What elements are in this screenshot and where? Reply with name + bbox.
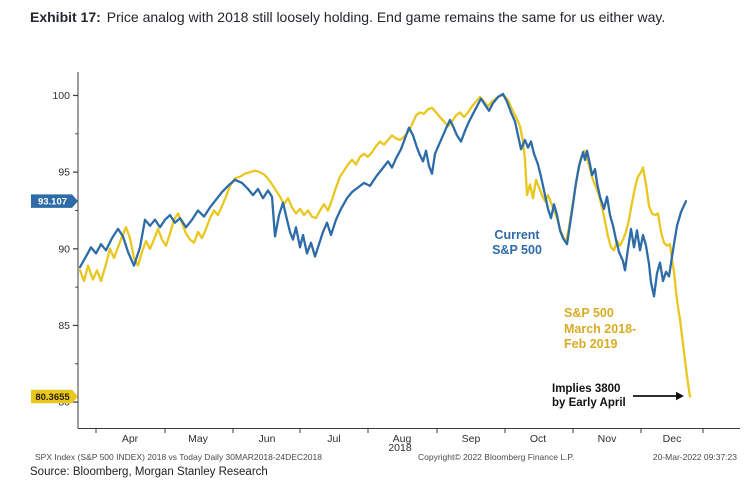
series-line-sp500-2018-analog	[78, 94, 692, 398]
bloomberg-footer: SPX Index (S&P 500 INDEX) 2018 vs Today …	[0, 452, 745, 464]
x-month-label: Jun	[259, 433, 276, 445]
exhibit-title-text: Price analog with 2018 still loosely hol…	[106, 9, 666, 25]
series-line-current-sp500	[78, 92, 688, 298]
source-line: Source: Bloomberg, Morgan Stanley Resear…	[30, 466, 268, 478]
annotation-implies-3800-label: Implies 3800 by Early April	[552, 383, 626, 409]
footer-copyright-text: Copyright© 2022 Bloomberg Finance L.P.	[418, 452, 575, 462]
exhibit-number-label: Exhibit 17:	[30, 9, 101, 25]
y-tick-label: 100	[52, 90, 70, 102]
annotation-sp500-2018-analog-label: S&P 500 March 2018- Feb 2019	[564, 306, 637, 351]
footer-ticker-text: SPX Index (S&P 500 INDEX) 2018 vs Today …	[35, 452, 322, 462]
x-month-label: Apr	[122, 433, 139, 445]
x-month-label: Sep	[462, 433, 481, 445]
axis-callout-tag	[31, 194, 78, 208]
x-year-label: 2018	[388, 442, 412, 454]
axis-callout-tag	[31, 389, 78, 404]
axis-callout-value: 80.3655	[35, 392, 70, 403]
y-tick-label: 95	[58, 167, 70, 179]
x-month-label: May	[188, 433, 209, 445]
implies-arrow-head	[676, 391, 684, 401]
footer-timestamp: 20-Mar-2022 09:37:23	[652, 452, 737, 462]
x-month-label: Aug	[393, 433, 412, 445]
exhibit-title: Exhibit 17: Price analog with 2018 still …	[30, 8, 722, 27]
x-month-label: Nov	[598, 433, 617, 445]
axis-callout-value: 93.107	[38, 196, 67, 207]
annotation-current-sp500-label: Current S&P 500	[492, 228, 542, 257]
y-tick-label: 90	[58, 243, 70, 255]
y-tick-label: 85	[58, 320, 70, 332]
x-month-label: Dec	[663, 433, 682, 445]
x-month-label: Jul	[327, 433, 340, 445]
x-month-label: Oct	[530, 433, 546, 445]
